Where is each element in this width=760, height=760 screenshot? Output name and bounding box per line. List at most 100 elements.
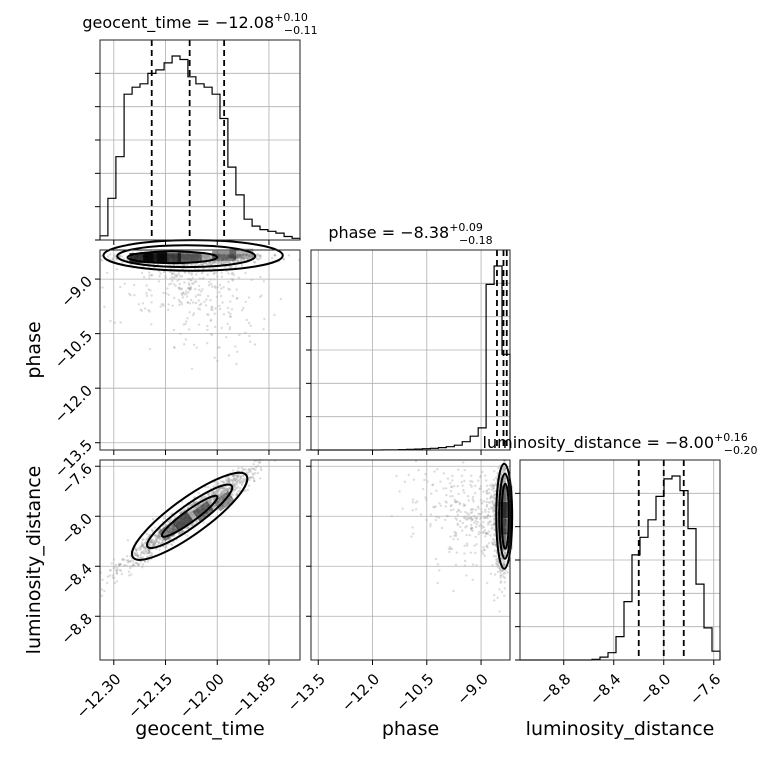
scatter-point [185,292,188,295]
scatter-point [120,572,124,576]
scatter-point [184,322,187,325]
scatter-point [208,256,211,259]
scatter-point [152,540,155,543]
scatter-point [438,569,441,572]
scatter-point [168,537,171,540]
scatter-point [187,258,190,262]
scatter-point [453,498,456,501]
scatter-point [227,354,231,357]
scatter-point [189,258,192,261]
scatter-point [177,298,180,302]
scatter-point [252,477,255,480]
scatter-point [236,253,239,257]
scatter-point [195,273,198,276]
scatter-point [221,260,224,263]
scatter-point [189,253,193,256]
scatter-point [199,255,203,258]
scatter-point [149,539,152,542]
scatter-point [474,535,477,539]
scatter-point [213,260,216,263]
scatter-point [106,575,110,578]
scatter-point [196,511,199,515]
scatter-point [178,300,181,303]
scatter-point [194,509,198,513]
x-tick-label: −8.4 [586,670,624,708]
scatter-point [153,542,156,545]
scatter-point [220,492,223,495]
scatter-point [168,520,171,523]
scatter-point [260,468,263,472]
scatter-point [240,476,243,479]
scatter-point [198,253,201,256]
scatter-point [191,254,194,258]
scatter-point [201,496,204,499]
scatter-point [191,513,195,516]
scatter-point [226,306,230,310]
scatter-point [448,545,452,549]
scatter-point [183,256,186,259]
scatter-point [180,253,183,257]
scatter-point [168,530,172,533]
scatter-point [252,462,255,466]
scatter-point [181,529,184,533]
scatter-point [184,253,187,257]
scatter-point [182,259,186,262]
scatter-point [213,256,216,259]
scatter-point [228,255,231,259]
scatter-point [202,506,206,509]
scatter-point [226,254,229,257]
scatter-point [180,257,183,260]
scatter-point [227,498,230,501]
scatter-point [192,512,195,516]
scatter-point [134,547,138,550]
scatter-point [186,255,189,258]
scatter-point [186,317,189,320]
scatter-point [159,536,162,539]
scatter-point [231,294,234,298]
scatter-point [240,254,243,257]
scatter-point [197,255,201,258]
scatter-point [263,317,266,321]
scatter-point [171,263,174,267]
scatter-point [188,512,191,516]
scatter-point [234,477,237,480]
scatter-point [459,519,462,523]
scatter-point [234,345,237,348]
scatter-point [217,254,220,257]
scatter-point [189,253,192,257]
scatter-point [221,486,225,489]
scatter-point [211,255,215,259]
title-minus: −0.11 [284,24,318,37]
scatter-point [199,509,203,512]
scatter-point [195,507,198,510]
scatter-point [189,287,193,291]
scatter-point [453,485,456,488]
scatter-point [182,255,185,258]
scatter-point [145,555,149,558]
scatter-point [205,501,208,504]
scatter-point [201,255,204,259]
scatter-point [201,510,204,513]
scatter-point [221,480,224,483]
scatter-point [205,501,209,504]
scatter-point [229,255,233,258]
scatter-point [199,256,202,260]
scatter-point [232,477,236,481]
scatter-point [133,294,136,297]
scatter-point [183,255,186,259]
scatter-point [492,509,496,512]
scatter-point [158,530,162,534]
scatter-point [126,561,130,564]
scatter-point [192,255,196,258]
scatter-point [150,274,153,277]
scatter-point [236,258,239,261]
scatter-point [157,533,161,536]
scatter-point [186,257,190,260]
scatter-point [103,589,106,593]
scatter-point [205,255,208,258]
scatter-point [473,521,476,524]
scatter-point [130,573,133,576]
scatter-point [138,548,141,551]
scatter-point [169,527,172,530]
scatter-point [475,543,478,546]
